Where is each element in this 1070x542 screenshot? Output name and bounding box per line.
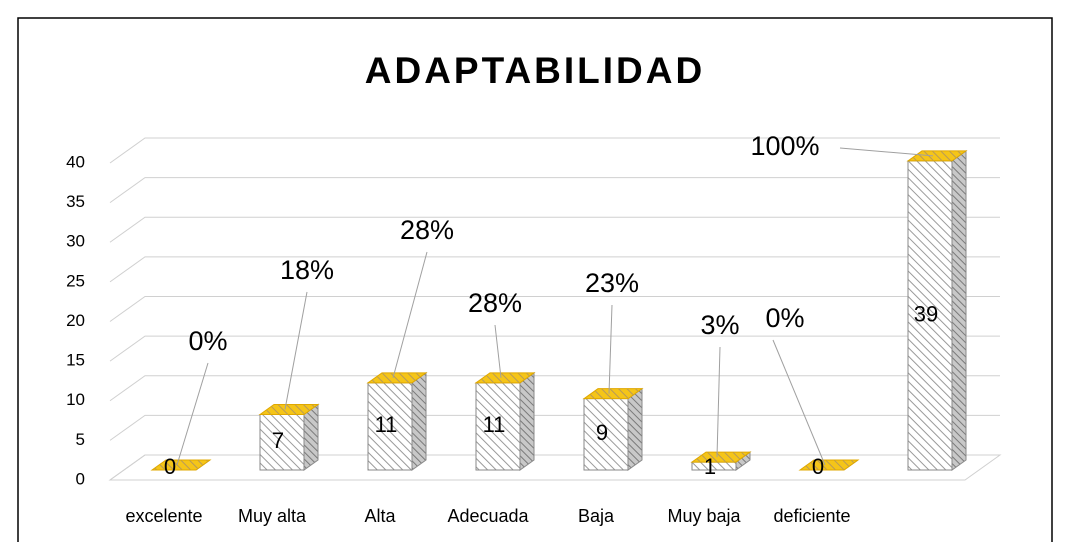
annotation: 18%	[280, 255, 334, 285]
bar	[582, 387, 644, 471]
grid-line	[109, 256, 1000, 283]
data-label: 0	[164, 454, 176, 479]
data-label: 7	[272, 428, 284, 453]
x-tick-label: Muy baja	[667, 506, 741, 526]
x-tick-label: Muy alta	[238, 506, 307, 526]
y-tick-label: 20	[66, 311, 85, 330]
bar-side	[411, 371, 427, 471]
leader-line	[494, 324, 502, 378]
annotation: 100%	[750, 131, 819, 161]
bar-top	[366, 372, 428, 384]
annotation: 0%	[765, 303, 804, 333]
y-tick-label: 0	[76, 469, 85, 488]
y-tick-label: 35	[66, 192, 85, 211]
bar	[258, 403, 320, 471]
grid-line	[109, 375, 1000, 402]
annotation: 3%	[700, 310, 739, 340]
x-tick-label: deficiente	[773, 506, 850, 526]
grid-line	[109, 137, 1000, 164]
data-label: 0	[812, 454, 824, 479]
y-tick-label: 30	[66, 232, 85, 251]
bar	[690, 451, 752, 471]
y-tick-label: 15	[66, 351, 85, 370]
leader-line	[716, 346, 721, 458]
bar-top	[798, 459, 860, 471]
y-tick-label: 5	[76, 430, 85, 449]
y-tick-label: 10	[66, 390, 85, 409]
bar-top	[690, 451, 752, 463]
bar	[474, 371, 536, 471]
grid-line	[109, 296, 1000, 322]
frame	[17, 17, 1053, 542]
bar	[798, 459, 860, 471]
data-label: 39	[914, 301, 938, 326]
data-label: 9	[596, 420, 608, 445]
grid-line	[109, 414, 1000, 441]
leader-line	[608, 304, 613, 394]
bar	[150, 459, 212, 471]
bar-side	[303, 403, 319, 471]
grid-line	[109, 177, 1000, 204]
bar-side	[519, 371, 535, 471]
bar	[366, 371, 428, 471]
leader-line	[392, 251, 428, 378]
leader-line	[839, 147, 934, 157]
leader-line	[176, 362, 209, 466]
bar-top	[474, 372, 536, 384]
bar-top	[150, 459, 212, 471]
annotation: 28%	[400, 215, 454, 245]
annotation: 28%	[468, 288, 522, 318]
bar-side	[951, 149, 967, 471]
annotation: 0%	[188, 326, 227, 356]
grid-line	[109, 216, 1000, 243]
x-tick-label: Adecuada	[447, 506, 529, 526]
bar-top	[258, 404, 320, 416]
floor	[108, 454, 1002, 481]
x-tick-label: excelente	[125, 506, 202, 526]
grid-line	[109, 335, 1000, 362]
leader-line	[772, 339, 826, 466]
leader-line	[284, 291, 308, 410]
data-label: 11	[483, 412, 506, 437]
bar-top	[582, 388, 644, 400]
data-label: 1	[704, 454, 716, 479]
x-tick-label: Alta	[364, 506, 396, 526]
annotation: 23%	[585, 268, 639, 298]
y-tick-label: 25	[66, 271, 85, 290]
x-tick-label: Baja	[578, 506, 615, 526]
y-tick-label: 40	[66, 152, 85, 171]
data-label: 11	[375, 412, 398, 437]
bar-side	[627, 387, 643, 471]
bar	[906, 149, 968, 471]
chart-title: ADAPTABILIDAD	[365, 50, 705, 91]
